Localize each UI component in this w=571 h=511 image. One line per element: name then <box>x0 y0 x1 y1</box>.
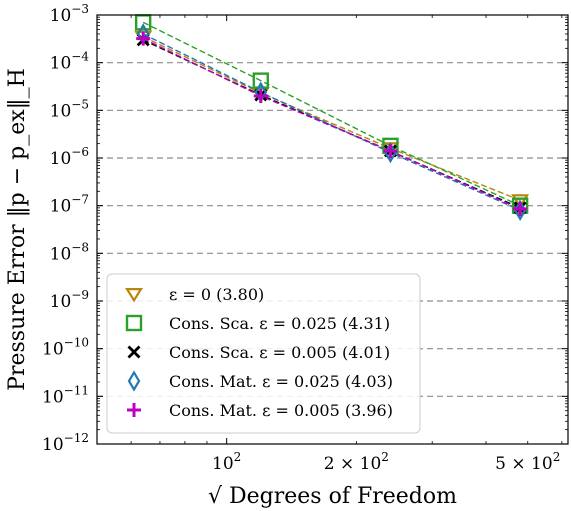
legend-box <box>106 273 421 434</box>
series-line-0 <box>142 36 521 201</box>
data-point-4-0 <box>136 31 151 46</box>
data-point-4-3 <box>513 202 528 217</box>
y-tick-label: 10−12 <box>42 431 89 455</box>
series-line-3 <box>142 33 521 211</box>
legend-marker-0 <box>125 288 143 303</box>
data-point-4-2 <box>383 144 398 159</box>
series-markers <box>134 14 530 221</box>
series-line-1 <box>142 21 521 207</box>
x-tick-label: 2 × 102 <box>324 450 389 474</box>
series-line-4 <box>142 37 521 210</box>
legend-label-3: Cons. Mat. ε = 0.025 (4.03) <box>169 372 393 391</box>
legend-label-0: ε = 0 (3.80) <box>169 285 264 304</box>
y-tick-label: 10−11 <box>42 383 89 407</box>
x-tick-label: 5 × 102 <box>495 450 560 474</box>
legend-marker-1 <box>125 314 143 332</box>
y-tick-label: 10−3 <box>50 2 89 26</box>
legend: ε = 0 (3.80) Cons. Sca. ε = 0.025 (4.31) C… <box>106 273 421 434</box>
x-tick-label: 102 <box>212 450 241 474</box>
legend-label-2: Cons. Sca. ε = 0.005 (4.01) <box>169 343 390 362</box>
y-tick-label: 10−9 <box>50 288 89 312</box>
plot-frame <box>96 14 569 445</box>
y-axis-label: Pressure Error ‖p − p_ex‖_H <box>5 68 30 391</box>
data-point-4-1 <box>253 88 268 103</box>
legend-marker-2 <box>127 345 141 359</box>
data-point-3-3 <box>513 199 527 221</box>
legend-marker-3 <box>127 370 141 392</box>
y-axis-ticks: 10−3 10−4 10−5 10−6 10−7 10−8 10−9 10−10 10−11 10… <box>42 2 568 455</box>
x-axis-label: √ Degrees of Freedom <box>208 484 457 509</box>
y-tick-label: 10−5 <box>50 97 89 121</box>
y-tick-label: 10−7 <box>50 193 89 217</box>
data-point-1-1 <box>252 72 269 89</box>
legend-marker-4 <box>127 403 141 417</box>
y-tick-label: 10−4 <box>50 50 90 74</box>
data-point-0-3 <box>511 194 530 209</box>
y-tick-label: 10−8 <box>50 240 89 264</box>
y-tick-label: 10−10 <box>42 336 89 360</box>
legend-label-4: Cons. Mat. ε = 0.005 (3.96) <box>169 401 393 420</box>
series-lines <box>142 21 521 211</box>
y-tick-label: 10−6 <box>50 145 89 169</box>
x-axis-ticks: 102 2 × 102 5 × 102 <box>96 15 563 474</box>
legend-label-1: Cons. Sca. ε = 0.025 (4.31) <box>169 314 390 333</box>
